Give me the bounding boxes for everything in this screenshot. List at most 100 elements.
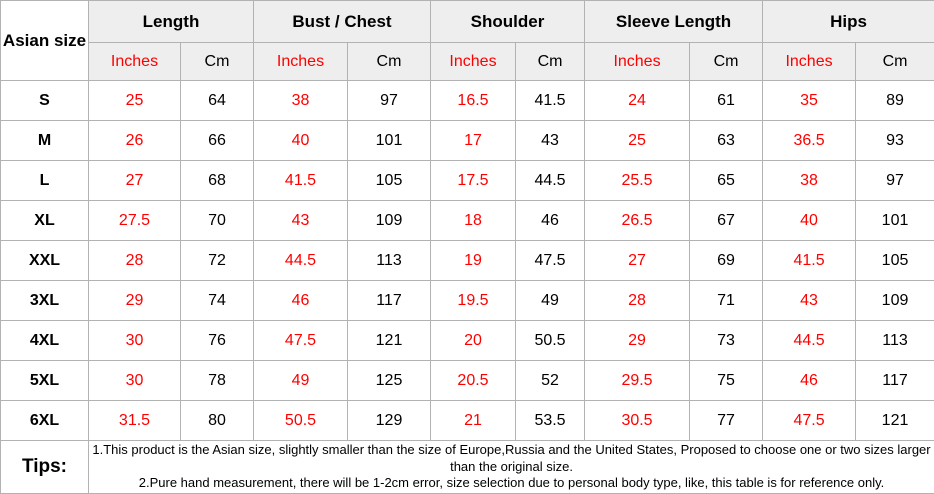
cm-value-cell: 50.5 [516,321,585,361]
inches-value-cell: 36.5 [763,121,856,161]
inches-value-cell: 16.5 [431,81,516,121]
inches-value-cell: 17.5 [431,161,516,201]
cm-value-cell: 93 [856,121,934,161]
cm-value-cell: 63 [690,121,763,161]
unit-header-cm: Cm [690,43,763,81]
inches-value-cell: 35 [763,81,856,121]
inches-value-cell: 18 [431,201,516,241]
tips-line-1: 1.This product is the Asian size, slight… [89,442,934,476]
cm-value-cell: 76 [181,321,254,361]
cm-value-cell: 97 [348,81,431,121]
cm-value-cell: 125 [348,361,431,401]
inches-value-cell: 44.5 [763,321,856,361]
inches-value-cell: 30.5 [585,401,690,441]
inches-value-cell: 46 [254,281,348,321]
cm-value-cell: 61 [690,81,763,121]
cm-value-cell: 78 [181,361,254,401]
inches-value-cell: 27.5 [89,201,181,241]
cm-value-cell: 71 [690,281,763,321]
column-group-hips: Hips [763,1,934,43]
inches-value-cell: 30 [89,321,181,361]
corner-header-asian-size: Asian size [1,1,89,81]
unit-header-inches: Inches [431,43,516,81]
inches-value-cell: 21 [431,401,516,441]
inches-value-cell: 20.5 [431,361,516,401]
size-label-cell: 3XL [1,281,89,321]
group-header-row: Asian size Length Bust / Chest Shoulder … [1,1,934,43]
cm-value-cell: 117 [348,281,431,321]
inches-value-cell: 26.5 [585,201,690,241]
cm-value-cell: 75 [690,361,763,401]
inches-value-cell: 38 [254,81,348,121]
size-label-cell: L [1,161,89,201]
unit-header-cm: Cm [181,43,254,81]
cm-value-cell: 89 [856,81,934,121]
cm-value-cell: 69 [690,241,763,281]
cm-value-cell: 109 [856,281,934,321]
tips-label: Tips: [1,441,89,494]
tips-row: Tips: 1.This product is the Asian size, … [1,441,934,494]
inches-value-cell: 26 [89,121,181,161]
cm-value-cell: 105 [856,241,934,281]
inches-value-cell: 46 [763,361,856,401]
cm-value-cell: 68 [181,161,254,201]
inches-value-cell: 31.5 [89,401,181,441]
inches-value-cell: 30 [89,361,181,401]
inches-value-cell: 44.5 [254,241,348,281]
inches-value-cell: 27 [89,161,181,201]
inches-value-cell: 28 [89,241,181,281]
inches-value-cell: 24 [585,81,690,121]
cm-value-cell: 113 [856,321,934,361]
inches-value-cell: 19.5 [431,281,516,321]
column-group-length: Length [89,1,254,43]
unit-header-inches: Inches [254,43,348,81]
size-label-cell: XXL [1,241,89,281]
inches-value-cell: 41.5 [763,241,856,281]
size-label-cell: S [1,81,89,121]
inches-value-cell: 47.5 [763,401,856,441]
inches-value-cell: 40 [763,201,856,241]
cm-value-cell: 43 [516,121,585,161]
cm-value-cell: 72 [181,241,254,281]
cm-value-cell: 64 [181,81,254,121]
cm-value-cell: 74 [181,281,254,321]
inches-value-cell: 19 [431,241,516,281]
unit-header-inches: Inches [763,43,856,81]
inches-value-cell: 25.5 [585,161,690,201]
inches-value-cell: 27 [585,241,690,281]
inches-value-cell: 40 [254,121,348,161]
cm-value-cell: 41.5 [516,81,585,121]
inches-value-cell: 47.5 [254,321,348,361]
inches-value-cell: 43 [763,281,856,321]
inches-value-cell: 17 [431,121,516,161]
cm-value-cell: 73 [690,321,763,361]
unit-header-row: Inches Cm Inches Cm Inches Cm Inches Cm … [1,43,934,81]
inches-value-cell: 41.5 [254,161,348,201]
cm-value-cell: 121 [348,321,431,361]
inches-value-cell: 38 [763,161,856,201]
unit-header-inches: Inches [585,43,690,81]
unit-header-cm: Cm [856,43,934,81]
unit-header-inches: Inches [89,43,181,81]
inches-value-cell: 29 [585,321,690,361]
cm-value-cell: 47.5 [516,241,585,281]
cm-value-cell: 121 [856,401,934,441]
cm-value-cell: 67 [690,201,763,241]
cm-value-cell: 66 [181,121,254,161]
cm-value-cell: 129 [348,401,431,441]
size-label-cell: XL [1,201,89,241]
unit-header-cm: Cm [348,43,431,81]
cm-value-cell: 113 [348,241,431,281]
inches-value-cell: 28 [585,281,690,321]
size-label-cell: 4XL [1,321,89,361]
column-group-shoulder: Shoulder [431,1,585,43]
cm-value-cell: 97 [856,161,934,201]
